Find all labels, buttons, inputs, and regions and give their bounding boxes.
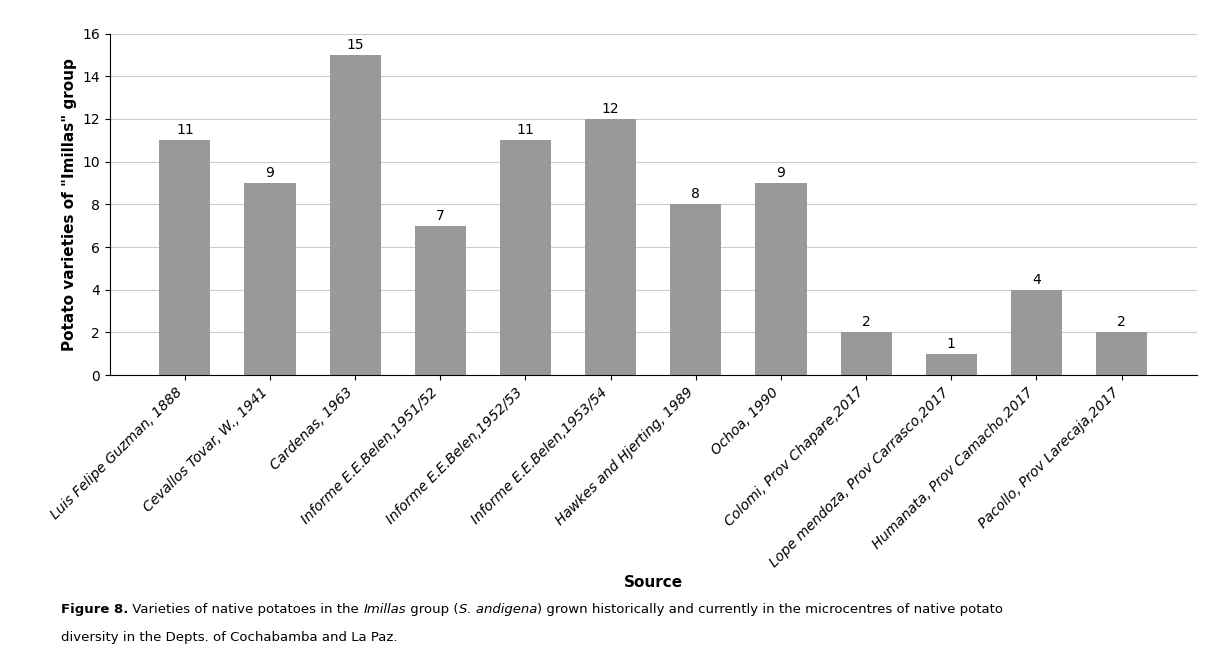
Bar: [159, 140, 210, 375]
Bar: [244, 183, 295, 375]
Text: 2: 2: [1117, 316, 1126, 329]
Bar: [415, 226, 466, 375]
Text: 12: 12: [602, 102, 619, 116]
Y-axis label: Potato varieties of "Imillas" group: Potato varieties of "Imillas" group: [62, 58, 77, 351]
Text: diversity in the Depts. of Cochabamba and La Paz.: diversity in the Depts. of Cochabamba an…: [61, 631, 398, 644]
Bar: [585, 119, 636, 375]
Text: 15: 15: [347, 38, 364, 52]
Bar: [840, 332, 891, 375]
Bar: [1096, 332, 1148, 375]
Text: Varieties of native potatoes in the: Varieties of native potatoes in the: [128, 603, 364, 616]
X-axis label: Source: Source: [624, 575, 683, 590]
Bar: [499, 140, 551, 375]
Text: 11: 11: [176, 123, 194, 137]
Text: 9: 9: [265, 165, 275, 180]
Text: ) grown historically and currently in the microcentres of native potato: ) grown historically and currently in th…: [537, 603, 1002, 616]
Bar: [926, 354, 977, 375]
Text: 2: 2: [862, 316, 871, 329]
Text: S. andigena: S. andigena: [459, 603, 537, 616]
Text: 4: 4: [1032, 273, 1040, 287]
Bar: [670, 204, 722, 375]
Text: 1: 1: [946, 336, 956, 350]
Text: 8: 8: [691, 187, 701, 201]
Bar: [1011, 289, 1062, 375]
Bar: [330, 55, 381, 375]
Bar: [756, 183, 807, 375]
Text: Imillas: Imillas: [364, 603, 407, 616]
Text: group (: group (: [407, 603, 459, 616]
Text: 7: 7: [436, 208, 444, 222]
Text: Figure 8.: Figure 8.: [61, 603, 128, 616]
Text: 11: 11: [516, 123, 535, 137]
Text: 9: 9: [777, 165, 785, 180]
